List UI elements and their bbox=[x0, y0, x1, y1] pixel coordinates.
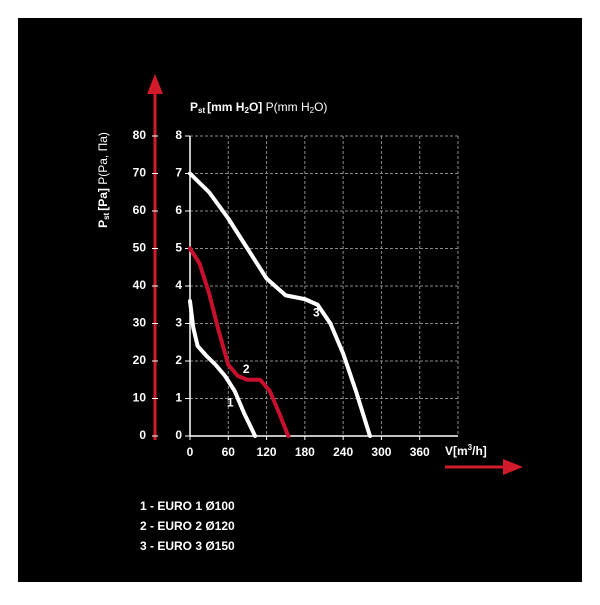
x-tick-label: 300 bbox=[371, 445, 391, 459]
y2-tick-label: 40 bbox=[133, 278, 147, 292]
curve bbox=[188, 171, 372, 438]
y-arrow-head bbox=[147, 74, 163, 94]
x-tick-label: 360 bbox=[410, 445, 430, 459]
legend-entry: 3 - EURO 3 Ø150 bbox=[140, 539, 235, 553]
y-tick-label: 8 bbox=[175, 128, 182, 142]
y2-tick-label: 70 bbox=[133, 166, 147, 180]
curve-label: 2 bbox=[243, 362, 250, 376]
y-tick-label: 0 bbox=[175, 428, 182, 442]
legend-entry: 1 - EURO 1 Ø100 bbox=[140, 499, 235, 513]
y2-tick-label: 50 bbox=[133, 241, 147, 255]
y-tick-label: 4 bbox=[175, 278, 182, 292]
y2-tick-label: 0 bbox=[139, 428, 146, 442]
y-tick-label: 5 bbox=[175, 241, 182, 255]
y-tick-label: 2 bbox=[175, 353, 182, 367]
x-tick-label: 0 bbox=[187, 445, 194, 459]
x-tick-label: 180 bbox=[295, 445, 315, 459]
x-tick-label: 120 bbox=[257, 445, 277, 459]
curve bbox=[188, 299, 258, 438]
curve-label: 3 bbox=[313, 306, 320, 320]
y2-tick-label: 60 bbox=[133, 203, 147, 217]
y2-tick-label: 30 bbox=[133, 316, 147, 330]
y-tick-label: 1 bbox=[175, 391, 182, 405]
y-axis-title: Pst [mm H2O] P(mm H2O) bbox=[190, 100, 327, 115]
y-tick-label: 7 bbox=[175, 166, 182, 180]
legend-entry: 2 - EURO 2 Ø120 bbox=[140, 519, 235, 533]
x-tick-label: 60 bbox=[222, 445, 236, 459]
y-tick-label: 6 bbox=[175, 203, 182, 217]
y2-axis-title: Pst[Pa] P(Pa, Па) bbox=[96, 132, 111, 228]
curve-label: 1 bbox=[227, 396, 234, 410]
curve bbox=[188, 246, 291, 438]
y2-tick-label: 80 bbox=[133, 128, 147, 142]
y2-tick-label: 10 bbox=[133, 391, 147, 405]
x-axis-title: V[m3/h] bbox=[445, 443, 487, 458]
x-tick-label: 240 bbox=[333, 445, 353, 459]
y-tick-label: 3 bbox=[175, 316, 182, 330]
y2-tick-label: 20 bbox=[133, 353, 147, 367]
x-arrow-head bbox=[503, 459, 523, 475]
